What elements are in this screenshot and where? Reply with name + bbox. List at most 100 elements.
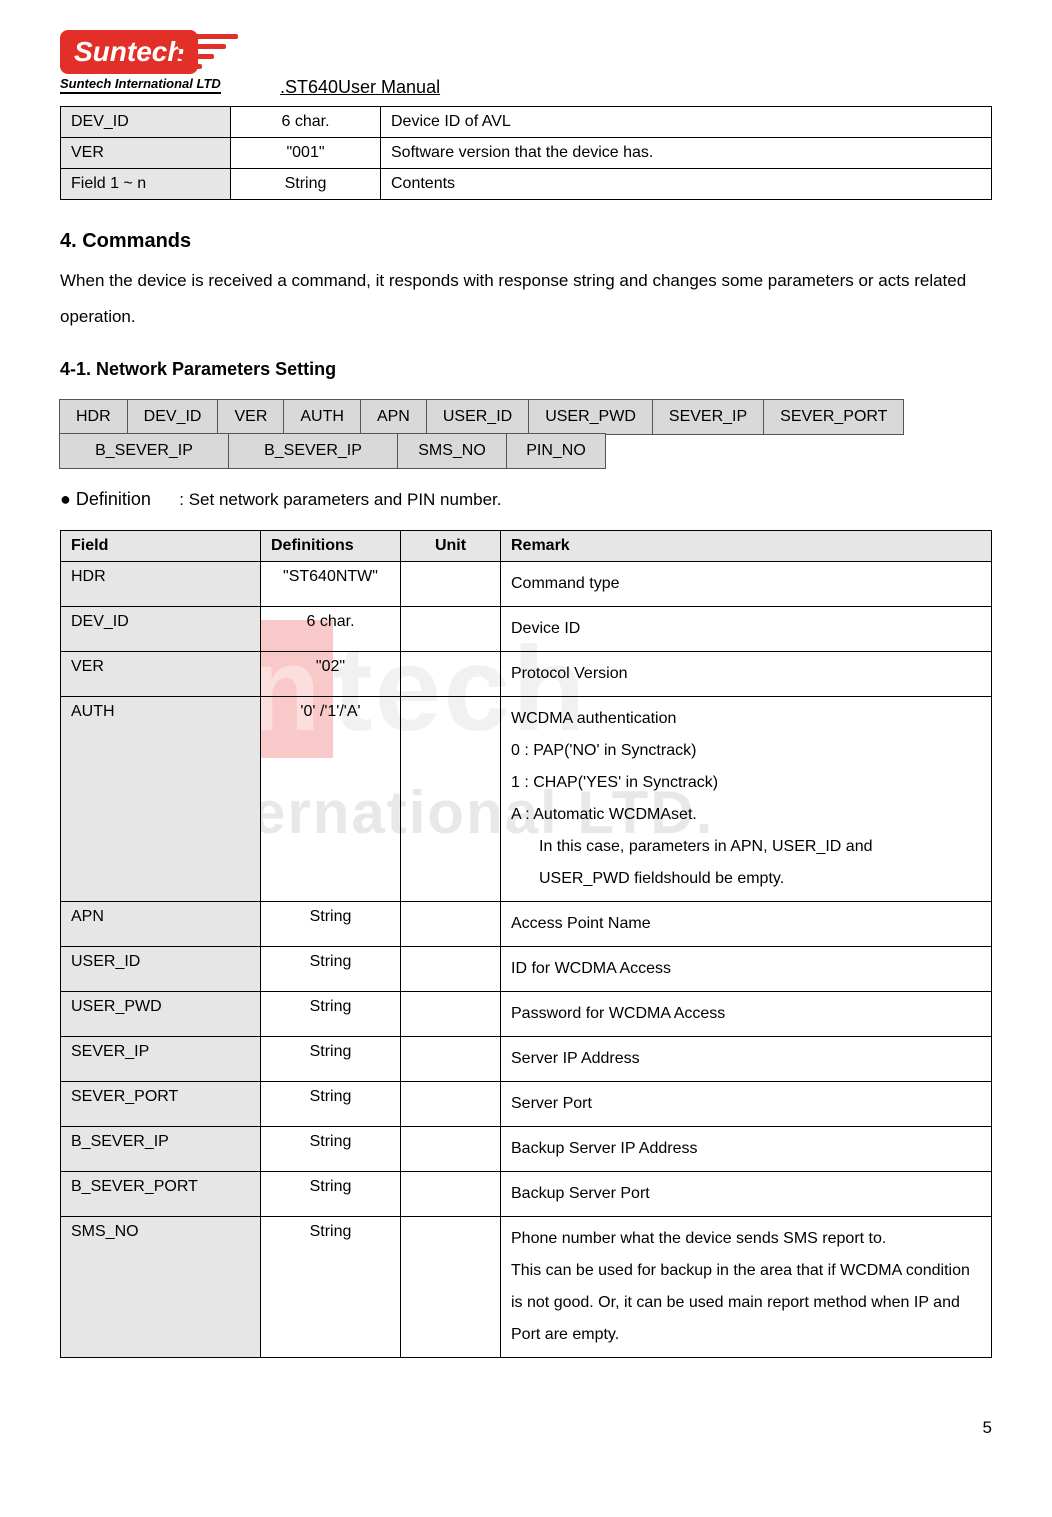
def-cell: String: [231, 169, 381, 200]
page-number: 5: [0, 1418, 1052, 1458]
remark-cell: Access Point Name: [501, 902, 992, 947]
param-cell: AUTH: [283, 399, 361, 435]
field-cell: B_SEVER_PORT: [61, 1172, 261, 1217]
table-row: Field 1 ~ nStringContents: [61, 169, 992, 200]
remark-cell: Command type: [501, 562, 992, 607]
def-cell: "02": [261, 652, 401, 697]
field-cell: HDR: [61, 562, 261, 607]
table-row: DEV_ID6 char. Device ID: [61, 607, 992, 652]
param-cell: HDR: [59, 399, 128, 435]
table-row: USER_PWDString Password for WCDMA Access: [61, 992, 992, 1037]
field-cell: DEV_ID: [61, 607, 261, 652]
unit-cell: [401, 1127, 501, 1172]
table-row: SMS_NOString Phone number what the device…: [61, 1217, 992, 1358]
table-header-cell: Unit: [401, 531, 501, 562]
remark-cell: Protocol Version: [501, 652, 992, 697]
table-header-cell: Field: [61, 531, 261, 562]
unit-cell: [401, 1037, 501, 1082]
param-cell: B_SEVER_IP: [59, 433, 229, 469]
field-cell: APN: [61, 902, 261, 947]
remark-cell: WCDMA authentication0 : PAP('NO' in Sync…: [501, 697, 992, 902]
remark-cell: Server Port: [501, 1082, 992, 1127]
param-cell: DEV_ID: [127, 399, 219, 435]
table-header-cell: Remark: [501, 531, 992, 562]
section-4-para: When the device is received a command, i…: [60, 263, 992, 334]
def-cell: String: [261, 1127, 401, 1172]
remark-cell: ID for WCDMA Access: [501, 947, 992, 992]
param-cell: APN: [360, 399, 427, 435]
def-cell: String: [261, 1037, 401, 1082]
table-row: SEVER_PORTString Server Port: [61, 1082, 992, 1127]
unit-cell: [401, 1082, 501, 1127]
param-cell: SEVER_IP: [652, 399, 764, 435]
field-cell: SMS_NO: [61, 1217, 261, 1358]
param-cell: B_SEVER_IP: [228, 433, 398, 469]
param-structure: HDRDEV_IDVERAUTHAPNUSER_IDUSER_PWDSEVER_…: [60, 400, 992, 469]
table-row: USER_IDString ID for WCDMA Access: [61, 947, 992, 992]
section-4-title: 4. Commands: [60, 230, 992, 253]
section-4-1-title: 4-1. Network Parameters Setting: [60, 359, 992, 380]
remark-cell: Device ID: [501, 607, 992, 652]
param-cell: USER_ID: [426, 399, 529, 435]
table-row: B_SEVER_IPString Backup Server IP Address: [61, 1127, 992, 1172]
def-cell: String: [261, 992, 401, 1037]
remark-cell: Password for WCDMA Access: [501, 992, 992, 1037]
remark-cell: Software version that the device has.: [381, 138, 992, 169]
def-cell: 6 char.: [261, 607, 401, 652]
field-cell: SEVER_IP: [61, 1037, 261, 1082]
logo: Suntech Suntech International LTD: [60, 30, 280, 100]
field-cell: USER_PWD: [61, 992, 261, 1037]
field-cell: VER: [61, 652, 261, 697]
remark-cell: Server IP Address: [501, 1037, 992, 1082]
definition-table: FieldDefinitionsUnitRemark HDR"ST640NTW"…: [60, 530, 992, 1358]
def-cell: "ST640NTW": [261, 562, 401, 607]
unit-cell: [401, 992, 501, 1037]
unit-cell: [401, 902, 501, 947]
unit-cell: [401, 562, 501, 607]
def-cell: '0' /'1'/'A': [261, 697, 401, 902]
def-cell: String: [261, 1172, 401, 1217]
def-cell: String: [261, 1217, 401, 1358]
field-cell: AUTH: [61, 697, 261, 902]
logo-stripes: [178, 34, 238, 74]
field-cell: Field 1 ~ n: [61, 169, 231, 200]
table-row: B_SEVER_PORTString Backup Server Port: [61, 1172, 992, 1217]
field-cell: SEVER_PORT: [61, 1082, 261, 1127]
table-row: AUTH'0' /'1'/'A' WCDMA authentication0 : …: [61, 697, 992, 902]
field-cell: DEV_ID: [61, 107, 231, 138]
param-cell: PIN_NO: [506, 433, 606, 469]
logo-text: Suntech: [60, 30, 198, 74]
table-row: DEV_ID6 char.Device ID of AVL: [61, 107, 992, 138]
unit-cell: [401, 607, 501, 652]
logo-subtitle: Suntech International LTD: [60, 76, 221, 94]
definition-text: : Set network parameters and PIN number.: [179, 490, 501, 509]
table-row: APNString Access Point Name: [61, 902, 992, 947]
unit-cell: [401, 697, 501, 902]
def-cell: 6 char.: [231, 107, 381, 138]
table-header-cell: Definitions: [261, 531, 401, 562]
param-cell: VER: [217, 399, 284, 435]
table-row: VER"001"Software version that the device…: [61, 138, 992, 169]
table-row: SEVER_IPString Server IP Address: [61, 1037, 992, 1082]
def-cell: String: [261, 947, 401, 992]
top-table: DEV_ID6 char.Device ID of AVLVER"001"Sof…: [60, 106, 992, 200]
unit-cell: [401, 652, 501, 697]
param-cell: SMS_NO: [397, 433, 507, 469]
field-cell: USER_ID: [61, 947, 261, 992]
unit-cell: [401, 947, 501, 992]
remark-cell: Backup Server IP Address: [501, 1127, 992, 1172]
param-cell: USER_PWD: [528, 399, 653, 435]
unit-cell: [401, 1217, 501, 1358]
unit-cell: [401, 1172, 501, 1217]
header-row: Suntech Suntech International LTD .ST640…: [60, 30, 992, 100]
remark-cell: Backup Server Port: [501, 1172, 992, 1217]
field-cell: VER: [61, 138, 231, 169]
def-cell: String: [261, 902, 401, 947]
doc-title: .ST640User Manual: [280, 77, 440, 100]
remark-cell: Phone number what the device sends SMS r…: [501, 1217, 992, 1358]
field-cell: B_SEVER_IP: [61, 1127, 261, 1172]
def-cell: "001": [231, 138, 381, 169]
remark-cell: Device ID of AVL: [381, 107, 992, 138]
def-cell: String: [261, 1082, 401, 1127]
param-cell: SEVER_PORT: [763, 399, 904, 435]
